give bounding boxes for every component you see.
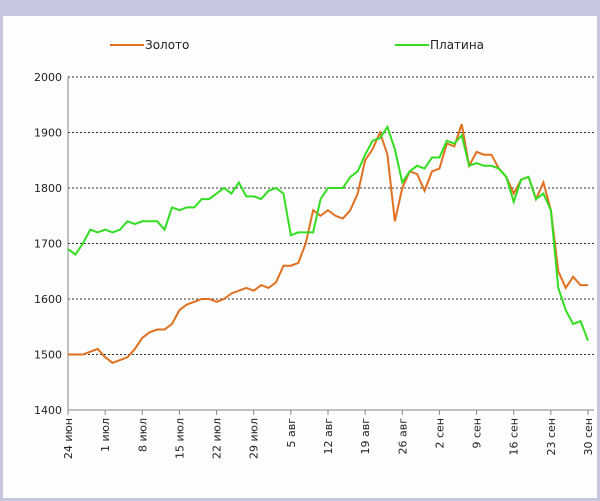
y-tick-label: 1700 xyxy=(34,238,62,251)
y-tick-label: 1800 xyxy=(34,182,62,195)
x-tick-label: 29 июл xyxy=(248,418,261,459)
x-tick-label: 22 июл xyxy=(211,418,224,459)
y-tick-label: 1400 xyxy=(34,404,62,417)
x-tick-label: 16 сен xyxy=(508,418,521,456)
x-tick-label: 8 июл xyxy=(136,418,149,452)
x-tick-label: 9 сен xyxy=(471,418,484,449)
y-tick-label: 1900 xyxy=(34,127,62,140)
legend-label: Золото xyxy=(145,38,189,52)
top-band xyxy=(0,0,600,16)
x-tick-label: 26 авг xyxy=(396,418,409,455)
x-tick-label: 2 сен xyxy=(433,418,446,449)
x-tick-label: 23 сен xyxy=(545,418,558,456)
y-tick-label: 2000 xyxy=(34,71,62,84)
legend-label: Платина xyxy=(430,38,484,52)
y-tick-label: 1500 xyxy=(34,349,62,362)
x-tick-label: 24 июн xyxy=(62,418,75,459)
x-tick-label: 19 авг xyxy=(359,418,372,455)
series-line xyxy=(67,124,589,341)
y-tick-label: 1600 xyxy=(34,293,62,306)
x-tick-label: 12 авг xyxy=(322,418,335,455)
x-tick-label: 1 июл xyxy=(99,418,112,452)
x-tick-label: 5 авг xyxy=(285,418,298,448)
x-tick-label: 30 сен xyxy=(582,418,595,456)
x-tick-label: 15 июл xyxy=(173,418,186,459)
